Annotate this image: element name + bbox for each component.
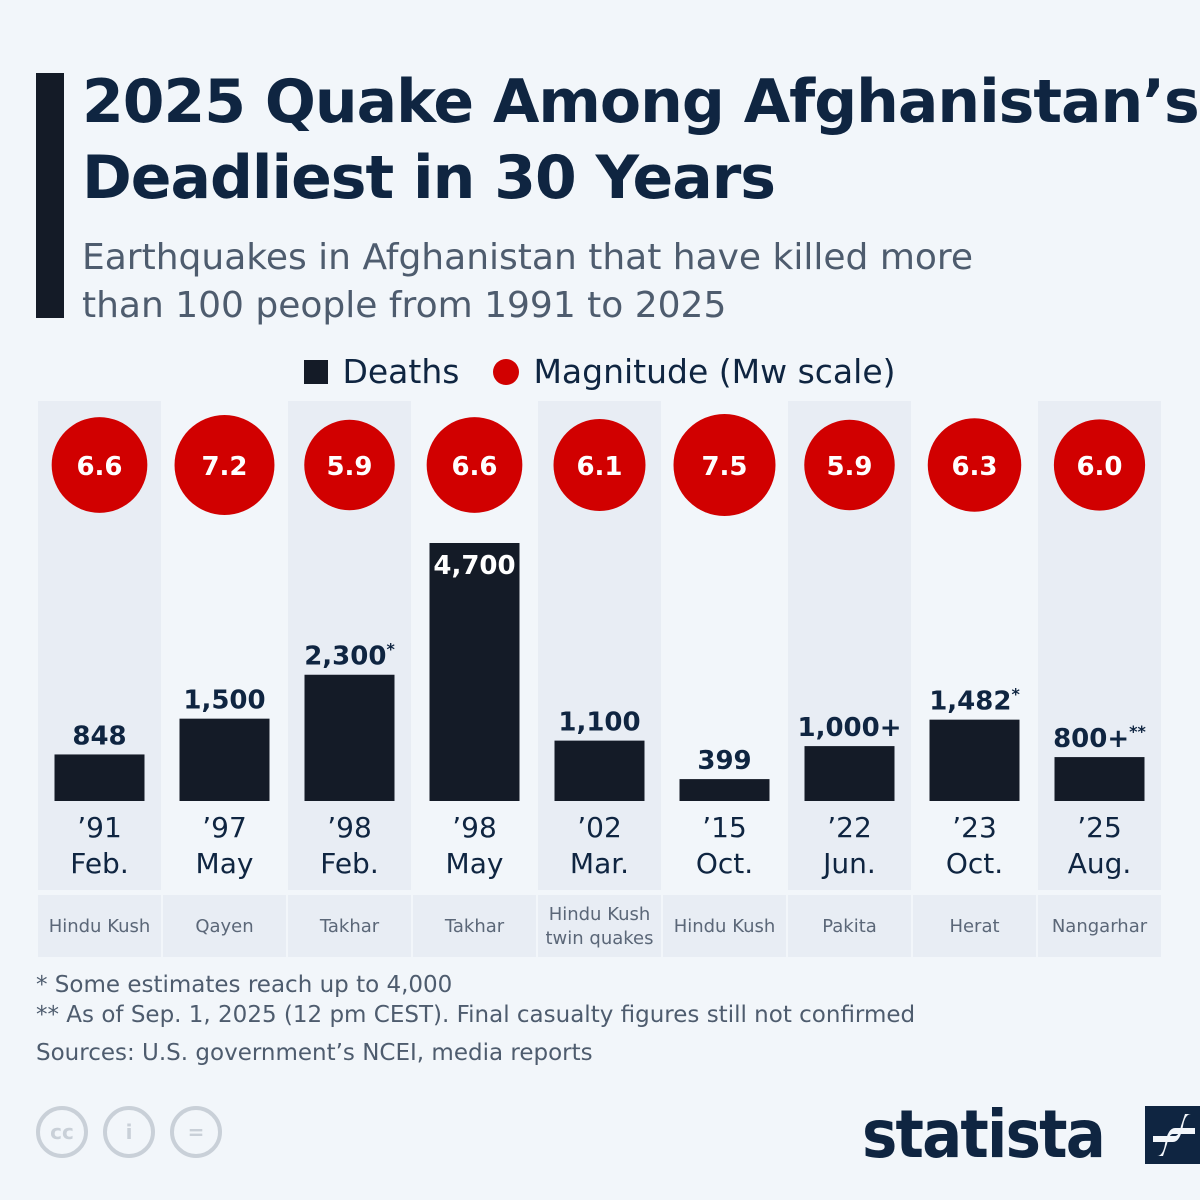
region-box — [788, 895, 911, 957]
deaths-label: 1,500 — [183, 686, 265, 716]
month-label: May — [196, 847, 254, 880]
year-label: ’98 — [327, 811, 372, 844]
year-label: ’22 — [827, 811, 872, 844]
deaths-label: 1,482* — [929, 685, 1020, 717]
month-label: May — [446, 847, 504, 880]
cc-icon[interactable]: cc — [36, 1106, 88, 1158]
deaths-bar — [679, 779, 770, 801]
deaths-label: 1,100 — [558, 708, 640, 738]
magnitude-label: 6.3 — [951, 452, 997, 482]
year-label: ’91 — [77, 811, 122, 844]
region-box — [38, 895, 161, 957]
month-label: Feb. — [320, 847, 378, 880]
attribution-icon[interactable]: i — [103, 1106, 155, 1158]
region-box — [663, 895, 786, 957]
source: Sources: U.S. government’s NCEI, media r… — [36, 1040, 593, 1066]
region-box — [163, 895, 286, 957]
page-title: 2025 Quake Among Afghanistan’s Deadliest… — [82, 67, 1200, 213]
region-box — [538, 895, 661, 957]
deaths-bar — [429, 543, 520, 801]
magnitude-circle — [804, 419, 895, 511]
magnitude-circle — [304, 419, 395, 511]
magnitude-circle — [553, 419, 646, 511]
magnitude-label: 5.9 — [326, 452, 372, 482]
deaths-bar — [54, 754, 145, 801]
year-label: ’23 — [952, 811, 997, 844]
magnitude-circle — [927, 418, 1022, 512]
month-label: Oct. — [696, 847, 753, 880]
statista-mark-icon — [1144, 1105, 1200, 1164]
deaths-label: 399 — [697, 746, 751, 776]
region-label: Qayen — [195, 916, 253, 937]
region-label: Herat — [949, 916, 999, 937]
legend: Deaths Magnitude (Mw scale) — [0, 352, 1200, 391]
deaths-bar — [929, 719, 1020, 801]
square-icon — [304, 359, 329, 384]
deaths-bar — [179, 718, 270, 801]
region-label: Hindu Kush — [674, 916, 776, 937]
legend-deaths-label: Deaths — [342, 352, 460, 391]
region-label: Hindu Kush — [49, 916, 151, 937]
year-label: ’02 — [577, 811, 622, 844]
region-box — [288, 895, 411, 957]
magnitude-label: 6.1 — [576, 452, 622, 482]
statista-logo[interactable]: statista — [862, 1096, 1200, 1173]
magnitude-label: 6.0 — [1076, 452, 1122, 482]
logo-text: statista — [862, 1096, 1106, 1173]
magnitude-circle — [1053, 419, 1146, 511]
region-box — [413, 895, 536, 957]
deaths-bar — [554, 740, 645, 801]
title-accent-bar — [36, 73, 64, 318]
region-label: Takhar — [444, 916, 505, 937]
magnitude-circle — [426, 417, 523, 513]
magnitude-label: 5.9 — [826, 452, 872, 482]
year-label: ’97 — [202, 811, 247, 844]
no-derivatives-icon[interactable]: = — [170, 1106, 222, 1158]
magnitude-circle — [174, 415, 275, 515]
region-box — [1038, 895, 1161, 957]
region-label: Nangarhar — [1052, 916, 1148, 937]
footnote-2: ** As of Sep. 1, 2025 (12 pm CEST). Fina… — [36, 1002, 916, 1028]
year-label: ’98 — [452, 811, 497, 844]
deaths-label: 4,700 — [433, 551, 515, 581]
region-label: Hindu Kush — [549, 904, 651, 925]
deaths-label: 848 — [72, 721, 126, 751]
footnote-1: * Some estimates reach up to 4,000 — [36, 972, 453, 998]
deaths-bar — [304, 674, 395, 801]
region-label: twin quakes — [545, 928, 653, 949]
deaths-label: 1,000+ — [797, 713, 901, 743]
footnotes: * Some estimates reach up to 4,000 ** As… — [36, 970, 915, 1030]
month-label: Feb. — [70, 847, 128, 880]
magnitude-label: 6.6 — [451, 452, 497, 482]
legend-magnitude: Magnitude (Mw scale) — [493, 352, 896, 391]
year-label: ’25 — [1077, 811, 1122, 844]
year-label: ’15 — [702, 811, 747, 844]
magnitude-label: 6.6 — [76, 452, 122, 482]
deaths-bar — [804, 746, 895, 801]
magnitude-label: 7.2 — [201, 452, 247, 482]
month-label: Mar. — [570, 847, 629, 880]
deaths-label: 2,300* — [304, 640, 395, 672]
subtitle: Earthquakes in Afghanistan that have kil… — [82, 237, 974, 326]
license-icons: cc i = — [36, 1106, 222, 1158]
legend-magnitude-label: Magnitude (Mw scale) — [533, 352, 896, 391]
region-label: Pakita — [822, 916, 877, 937]
region-label: Takhar — [319, 916, 380, 937]
region-box — [913, 895, 1036, 957]
month-label: Jun. — [821, 847, 876, 880]
legend-deaths: Deaths — [304, 352, 459, 391]
circle-icon — [493, 358, 520, 385]
deaths-bar — [1054, 757, 1145, 801]
magnitude-label: 7.5 — [701, 452, 747, 482]
magnitude-circle — [51, 417, 148, 513]
month-label: Aug. — [1068, 847, 1132, 880]
month-label: Oct. — [946, 847, 1003, 880]
magnitude-circle — [673, 414, 776, 516]
